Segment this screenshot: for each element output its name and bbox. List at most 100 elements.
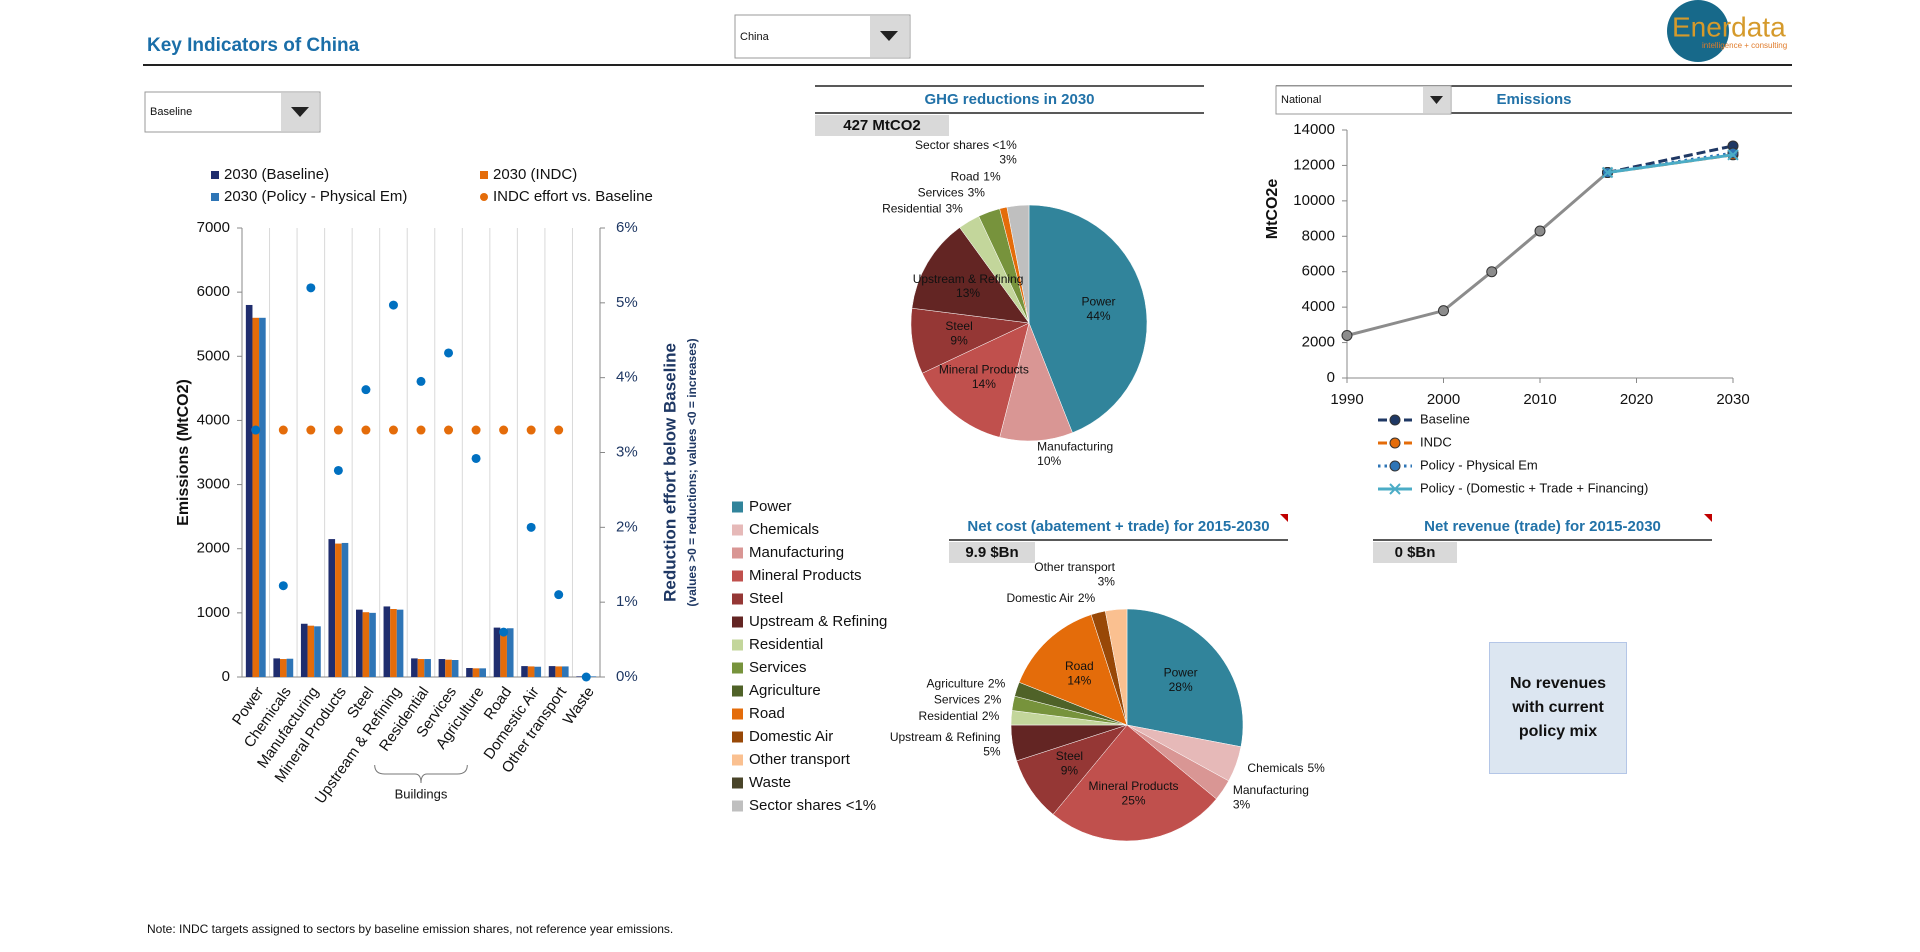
bar (479, 668, 486, 677)
y-axis-label: Emissions (MtCO2) (175, 379, 192, 526)
scenario-dropdown[interactable]: Baseline (144, 91, 321, 133)
country-dropdown[interactable]: China (734, 14, 911, 59)
legend-swatch (732, 777, 743, 789)
y2-tick-label: 6% (616, 219, 638, 236)
slice-label: Road 1% (951, 170, 1001, 184)
y-tick-label: 6000 (197, 283, 230, 300)
slice-name: Road (951, 170, 980, 184)
effort-dot (499, 627, 509, 637)
slice-label: Upstream & Refining 13% (913, 272, 1024, 300)
total-box (815, 115, 949, 136)
line-marker (1727, 149, 1739, 161)
bracket (374, 764, 468, 784)
slice-name: Mineral Products (939, 363, 1029, 377)
slice-label: Steel 9% (1056, 749, 1083, 777)
legend-label: Domestic Air (749, 728, 833, 745)
effort-dot (333, 425, 343, 435)
section-title: Net revenue (trade) for 2015-2030 (1424, 518, 1661, 535)
slice-label: Other transport 3% (1034, 560, 1115, 588)
legend-label: Policy - Physical Em (1420, 457, 1538, 472)
bar (396, 609, 404, 677)
slice-value: 5% (983, 745, 1001, 759)
bar (273, 658, 281, 677)
bar (424, 659, 431, 677)
slice-name: Services (934, 693, 980, 707)
slice-value: 44% (1087, 309, 1111, 323)
logo-circle (1667, 0, 1729, 62)
y2-tick-label: 1% (616, 593, 638, 610)
line-marker (1389, 460, 1401, 472)
bar (555, 666, 562, 677)
slice-label: Sector shares <1% 3% (915, 138, 1017, 166)
legend-label: INDC (1420, 434, 1452, 449)
y-tick-label: 0 (1327, 369, 1335, 386)
legend-label: Manufacturing (749, 544, 844, 561)
bar (506, 628, 514, 677)
slice-value: 9% (1061, 763, 1079, 777)
dropdown-box[interactable] (1275, 85, 1452, 115)
y-tick-label: 1000 (197, 604, 230, 621)
slice-label: Power 28% (1164, 666, 1198, 694)
legend-swatch (732, 662, 743, 674)
legend-label: 2030 (Policy - Physical Em) (224, 188, 407, 205)
bar (280, 659, 287, 677)
slice-name: Residential (882, 202, 941, 216)
slice-label: Mineral Products 14% (939, 363, 1029, 391)
effort-dot (251, 425, 261, 435)
bar (466, 668, 473, 677)
bar (576, 676, 583, 677)
legend-swatch (732, 501, 743, 513)
dropdown-value: National (1281, 94, 1321, 106)
bar (534, 666, 542, 677)
effort-dot (333, 465, 343, 475)
y2-tick-label: 5% (616, 294, 638, 311)
legend-marker (211, 193, 219, 201)
slice-label: Manufacturing 3% (1233, 783, 1309, 811)
slice-name: Steel (1056, 749, 1083, 763)
legend-marker (211, 171, 219, 179)
slice-label: Chemicals 5% (1247, 761, 1325, 775)
effort-dot (388, 300, 398, 310)
x-tick-label: 1990 (1330, 391, 1363, 408)
bar (445, 659, 452, 677)
region-dropdown[interactable]: National (1275, 85, 1452, 115)
legend-label: Mineral Products (749, 567, 862, 584)
legend-swatch (732, 800, 743, 812)
legend-label: Baseline (1420, 411, 1470, 426)
bar (369, 612, 376, 677)
slice-value: 2% (982, 709, 1000, 723)
y-tick-label: 4000 (197, 411, 230, 428)
effort-dot (306, 425, 316, 435)
legend-swatch (732, 593, 743, 605)
bar (307, 625, 315, 677)
slice-name: Upstream & Refining (890, 730, 1001, 744)
effort-dot (526, 522, 536, 532)
slice-name: Road (1065, 659, 1094, 673)
effort-dot (361, 385, 371, 395)
slice-value: 3% (1098, 574, 1116, 588)
y2-axis-label: Reduction effort below Baseline (660, 343, 679, 602)
effort-dot (526, 425, 536, 435)
effort-dot (416, 425, 426, 435)
line-marker (1341, 329, 1353, 341)
bar (527, 666, 535, 677)
slice-value: 2% (984, 693, 1002, 707)
logo-tagline: intelligence + consulting (1702, 41, 1787, 50)
pie-slice (999, 322, 1073, 442)
y-tick-label: 2000 (1302, 334, 1335, 351)
bar (300, 623, 308, 677)
slice-value: 2% (1078, 591, 1096, 605)
legend-swatch (732, 708, 743, 720)
dropdown-value: China (740, 31, 770, 43)
slice-name: Mineral Products (1089, 779, 1179, 793)
slice-label: Residential 2% (919, 709, 1000, 723)
bar (411, 658, 418, 677)
slice-label: Manufacturing 10% (1037, 440, 1113, 468)
legend-label: Policy - (Domestic + Trade + Financing) (1420, 480, 1648, 495)
slice-name: Residential (919, 709, 978, 723)
bar (438, 659, 446, 677)
section-title: Net cost (abatement + trade) for 2015-20… (967, 518, 1269, 535)
pie-slice (1126, 608, 1244, 748)
legend-swatch (732, 685, 743, 697)
